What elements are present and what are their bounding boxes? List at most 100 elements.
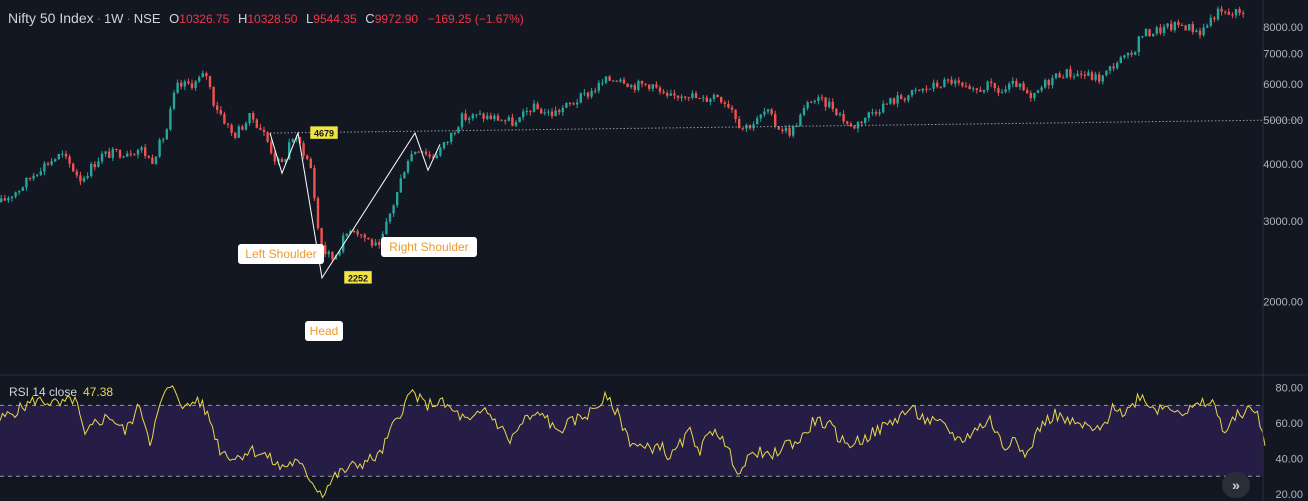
candle-body [1080, 73, 1083, 75]
candle-body [788, 127, 791, 136]
candle-body [738, 119, 741, 129]
interval[interactable]: 1W [103, 11, 124, 26]
symbol-name[interactable]: Nifty 50 Index [8, 10, 94, 26]
candle-body [1051, 77, 1054, 86]
candle-body [50, 161, 53, 165]
rsi-legend: RSI 14 close 47.38 [9, 385, 113, 399]
candle-body [1231, 14, 1234, 16]
candle-body [226, 123, 230, 125]
candle-body [136, 150, 140, 155]
candle-body [853, 126, 856, 129]
candle-body [943, 79, 946, 88]
candle-body [298, 137, 302, 144]
candle-body [734, 109, 737, 120]
candle-body [306, 155, 309, 160]
candle-body [39, 171, 42, 175]
high-label: H [237, 11, 248, 26]
candle-body [205, 73, 208, 77]
rsi-tick-label: 60.00 [1275, 418, 1303, 430]
candle-body [349, 231, 352, 234]
candle-body [939, 86, 942, 88]
candle-body [1076, 73, 1079, 77]
candle-body [162, 139, 165, 141]
candle-body [522, 111, 525, 118]
candle-body [838, 113, 842, 116]
candle-body [828, 101, 831, 107]
close-label: C [365, 11, 375, 26]
candle-body [1065, 69, 1068, 78]
candle-body [1170, 23, 1173, 31]
candle-body [565, 102, 568, 108]
separator: · [96, 11, 101, 26]
candle-body [576, 102, 579, 105]
candle-body [165, 129, 168, 140]
candle-body [1209, 17, 1212, 26]
candle-body [579, 93, 582, 103]
candle-body [208, 76, 212, 87]
legend-header: Nifty 50 Index · 1W · NSE O10326.75 H10328.5… [8, 10, 524, 26]
candle-body [1177, 22, 1180, 25]
candle-body [230, 124, 233, 133]
rsi-series [0, 385, 1266, 499]
candle-body [507, 117, 510, 121]
candle-body [907, 95, 910, 101]
candle-body [360, 234, 363, 236]
rsi-label[interactable]: RSI 14 close [9, 385, 78, 399]
candle-body [766, 109, 770, 112]
candle-body [1202, 27, 1205, 36]
candle-body [1000, 91, 1004, 93]
candle-body [885, 103, 888, 105]
candle-body [284, 159, 287, 163]
candle-body [1227, 11, 1230, 15]
rsi-tick-label: 80.00 [1275, 383, 1303, 395]
candle-body [212, 86, 215, 106]
candle-body [918, 89, 921, 91]
candle-body [806, 102, 809, 109]
candle-body [640, 80, 644, 84]
right-shoulder-label: Right Shoulder [389, 240, 468, 254]
candle-body [633, 85, 636, 90]
candle-body [536, 103, 539, 110]
candle-body [432, 156, 435, 159]
candle-body [662, 91, 665, 94]
candle-body [500, 120, 503, 122]
neckline-price-tag-bg [309, 125, 339, 140]
candle-body [471, 114, 474, 119]
candle-body [604, 76, 608, 83]
candle-body [774, 113, 777, 127]
left-shoulder-label: Left Shoulder [245, 247, 316, 261]
candle-body [802, 108, 806, 115]
candle-body [115, 148, 118, 151]
candle-body [795, 126, 798, 128]
rsi-panel [0, 404, 1263, 477]
candle-body [118, 150, 122, 158]
candle-body [216, 105, 219, 110]
candle-body [90, 163, 93, 177]
candle-body [964, 85, 968, 87]
candle-body [1130, 52, 1133, 55]
candle-body [849, 123, 852, 127]
candle-body [489, 115, 492, 120]
candle-body [478, 113, 482, 115]
candle-body [151, 157, 154, 164]
candle-body [493, 115, 496, 120]
candle-body [392, 205, 395, 214]
candle-body [194, 81, 197, 88]
candle-body [442, 142, 446, 149]
candle-body [129, 153, 132, 155]
candle-body [352, 231, 356, 233]
candle-body [270, 141, 273, 153]
rsi-tick-label: 40.00 [1275, 453, 1303, 465]
candle-body [561, 107, 564, 113]
double-chevron-right-icon[interactable]: » [1222, 472, 1250, 498]
candle-body [655, 84, 658, 88]
candle-body [399, 178, 402, 193]
candle-body [104, 151, 107, 154]
candle-body [903, 98, 906, 101]
exchange: NSE [133, 11, 161, 26]
candle-body [1090, 72, 1094, 80]
candle-body [792, 126, 795, 136]
candle-body [316, 198, 320, 228]
head-price-tag-bg [343, 270, 373, 285]
